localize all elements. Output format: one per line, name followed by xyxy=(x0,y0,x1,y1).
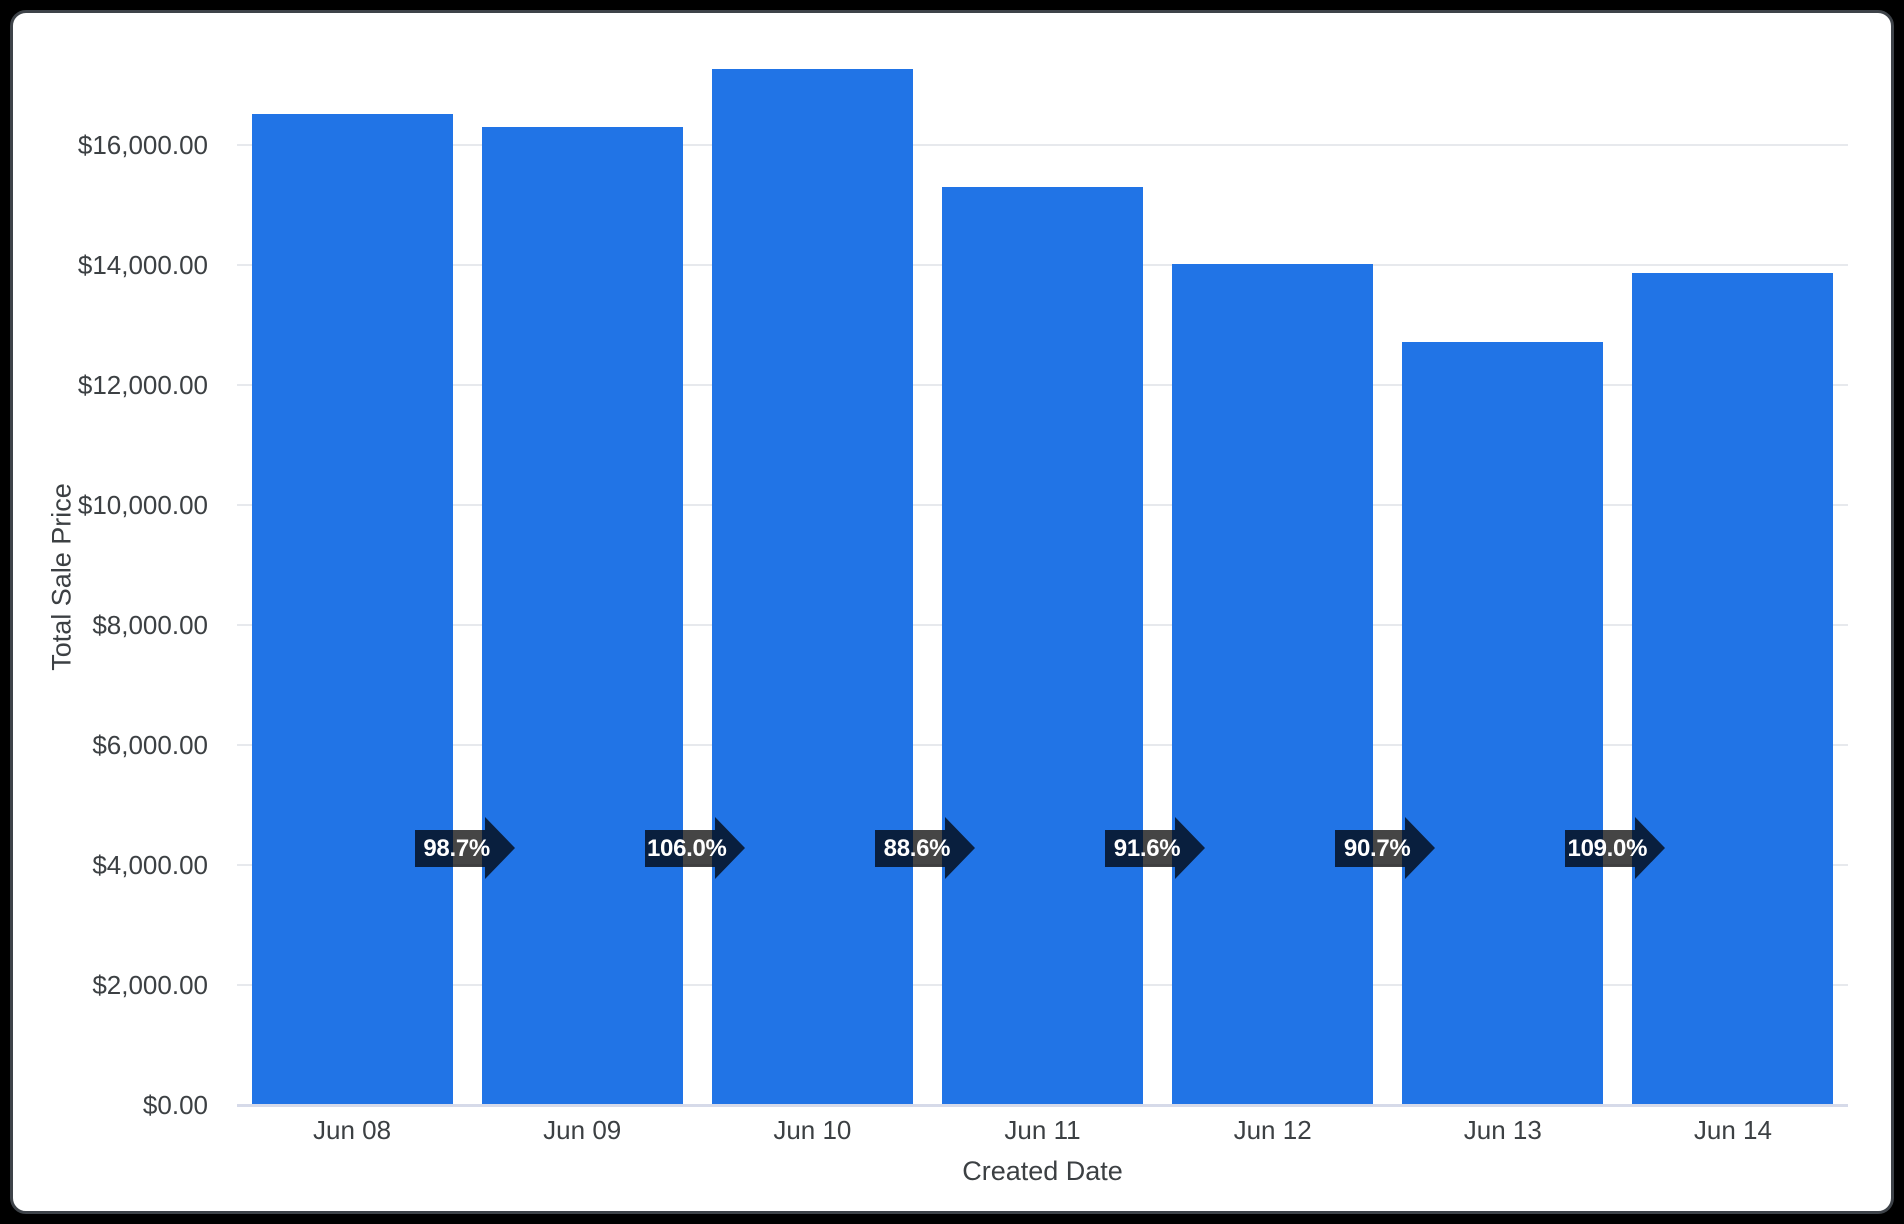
x-axis-line xyxy=(237,1104,1848,1107)
arrow-label: 90.7% xyxy=(1343,835,1411,862)
bar-jun-10[interactable] xyxy=(711,68,913,1104)
y-tick-label: $16,000.00 xyxy=(77,130,208,160)
y-tick-label: $4,000.00 xyxy=(92,850,208,880)
arrow-box xyxy=(1335,830,1406,867)
y-tick-label: $6,000.00 xyxy=(92,730,208,760)
arrow-box xyxy=(874,830,945,867)
y-tick-label: $14,000.00 xyxy=(77,250,208,280)
arrow-label: 109.0% xyxy=(1567,835,1648,862)
x-tick-label: Jun 14 xyxy=(1693,1115,1772,1145)
y-tick-label: $2,000.00 xyxy=(92,970,208,1000)
y-tick-label: $8,000.00 xyxy=(92,610,208,640)
bar-jun-12[interactable] xyxy=(1172,263,1374,1104)
bar-jun-11[interactable] xyxy=(942,186,1143,1104)
arrow-head-icon xyxy=(484,817,515,879)
arrow-head-icon xyxy=(1405,817,1436,879)
x-tick-label: Jun 12 xyxy=(1233,1115,1312,1145)
x-tick-label: Jun 13 xyxy=(1463,1115,1542,1145)
pct-change-arrow: 90.7% xyxy=(1335,817,1436,880)
arrow-box xyxy=(644,830,715,867)
bar-jun-14[interactable] xyxy=(1632,273,1834,1104)
x-tick-label: Jun 10 xyxy=(773,1115,852,1145)
bar-jun-08[interactable] xyxy=(251,114,453,1104)
y-tick-label: $0.00 xyxy=(142,1090,208,1120)
gridline xyxy=(237,144,1848,146)
pct-change-arrow: 109.0% xyxy=(1565,817,1666,880)
arrow-label: 98.7% xyxy=(423,835,490,862)
arrow-head-icon xyxy=(714,817,745,879)
arrow-label: 91.6% xyxy=(1113,835,1181,862)
arrow-head-icon xyxy=(944,817,975,879)
x-axis-title: Created Date xyxy=(962,1156,1123,1186)
bar-jun-13[interactable] xyxy=(1402,342,1604,1104)
x-tick-label: Jun 09 xyxy=(543,1115,622,1145)
pct-change-arrow: 88.6% xyxy=(874,817,975,880)
x-tick-label: Jun 11 xyxy=(1004,1115,1081,1145)
arrow-label: 106.0% xyxy=(646,835,727,862)
bar-jun-09[interactable] xyxy=(481,127,683,1104)
x-tick-label: Jun 08 xyxy=(313,1115,392,1145)
arrow-box xyxy=(414,830,485,867)
pct-change-arrow: 106.0% xyxy=(644,817,745,880)
arrow-head-icon xyxy=(1175,817,1206,879)
y-tick-label: $10,000.00 xyxy=(77,490,208,520)
pct-change-arrow: 91.6% xyxy=(1105,817,1206,880)
pct-change-arrow: 98.7% xyxy=(414,817,515,880)
arrow-label: 88.6% xyxy=(883,835,951,862)
arrow-box xyxy=(1565,830,1636,867)
arrow-head-icon xyxy=(1635,817,1666,879)
y-tick-label: $12,000.00 xyxy=(77,370,208,400)
arrow-box xyxy=(1105,830,1176,867)
